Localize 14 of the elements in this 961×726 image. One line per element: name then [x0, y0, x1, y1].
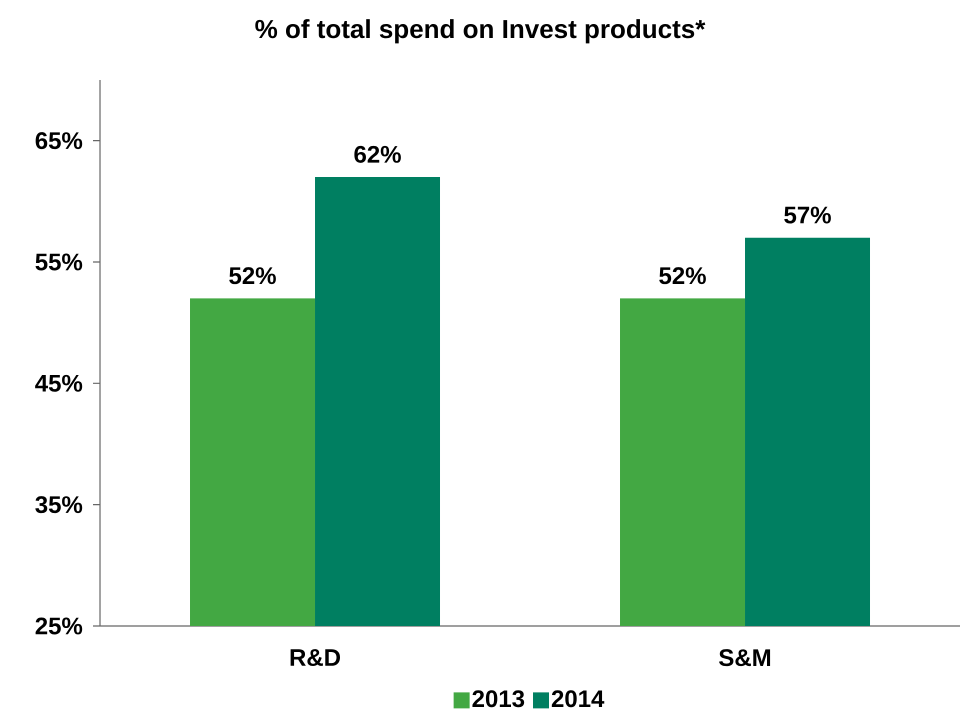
y-tick-label: 35% — [35, 496, 82, 514]
data-label: 62% — [354, 146, 401, 163]
data-label: 52% — [229, 267, 276, 284]
data-label: 57% — [784, 206, 831, 224]
chart-title: % of total spend on Invest products* — [255, 19, 706, 44]
data-label: 52% — [659, 267, 706, 284]
x-tick-label: S&M — [719, 649, 770, 666]
y-tick-label: 25% — [36, 617, 82, 634]
y-tick-label: 45% — [35, 374, 82, 392]
legend-label: 2014 — [552, 690, 604, 708]
x-tick-label: R&D — [290, 649, 340, 666]
y-tick-label: 55% — [36, 254, 82, 270]
y-tick-label: 65% — [36, 132, 82, 150]
legend-label: 2013 — [472, 690, 524, 708]
